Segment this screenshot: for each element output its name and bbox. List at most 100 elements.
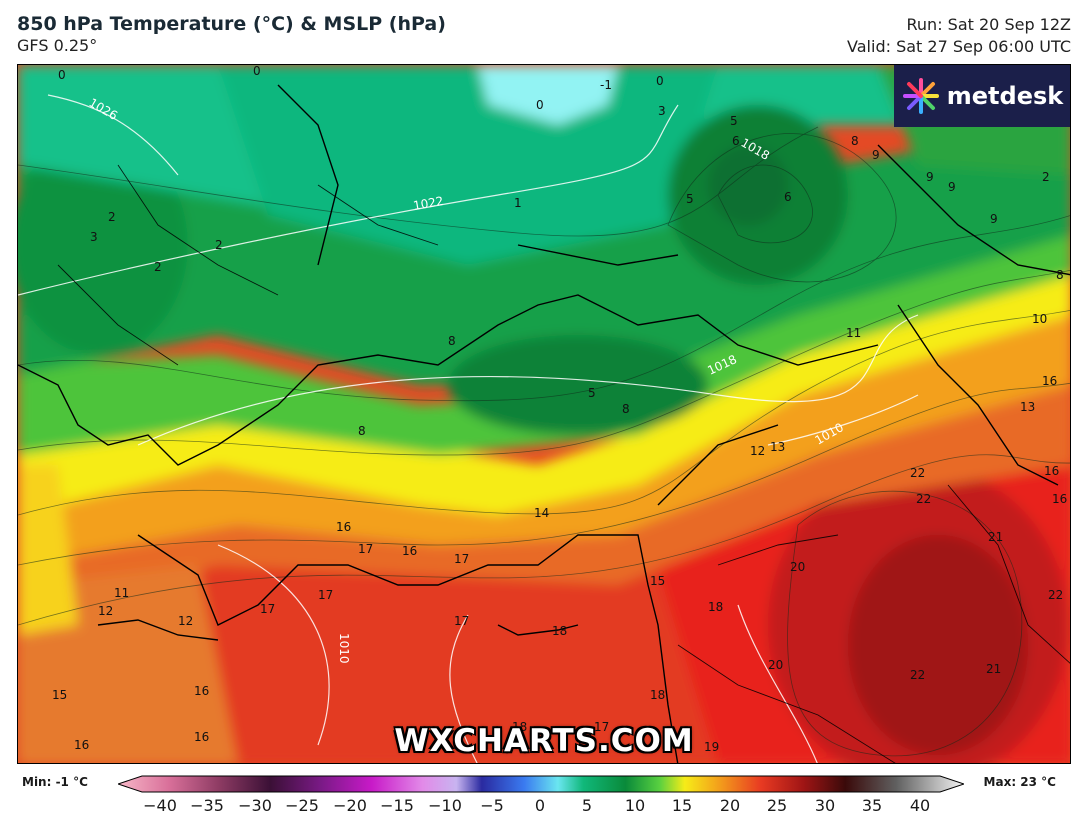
temp-label: 14 (534, 506, 549, 520)
color-legend: Min: -1 °C Max: 23 °C (0, 770, 1088, 833)
legend-tick: 10 (624, 796, 646, 815)
isobar-label: 1010 (337, 633, 351, 664)
temp-label: 9 (948, 180, 956, 194)
temp-label: 16 (1042, 374, 1057, 388)
temp-label: 17 (358, 542, 373, 556)
temperature-field (18, 65, 1070, 763)
temp-label: 12 (98, 604, 113, 618)
temp-label: 3 (90, 230, 98, 244)
temp-label: 2 (215, 238, 223, 252)
temp-label: 3 (658, 104, 666, 118)
chart-header: 850 hPa Temperature (°C) & MSLP (hPa) GF… (17, 12, 446, 56)
temp-label: 9 (926, 170, 934, 184)
legend-tick: 15 (671, 796, 693, 815)
legend-tick: −40 (143, 796, 177, 815)
metdesk-logo-icon (902, 78, 939, 114)
legend-tick: −5 (480, 796, 504, 815)
temp-label: 16 (74, 738, 89, 752)
temp-label: 2 (154, 260, 162, 274)
legend-tick: −10 (428, 796, 462, 815)
temp-label: 22 (1048, 588, 1063, 602)
temp-label: 13 (1020, 400, 1035, 414)
temperature-label-group: 0 0 -1 0 0 3 5 6 6 5 8 9 9 2 9 9 8 2 2 2… (52, 65, 1067, 754)
temp-label: 21 (986, 662, 1001, 676)
temp-label: 5 (686, 192, 694, 206)
model-name: GFS 0.25° (17, 36, 98, 55)
temp-label: 16 (1052, 492, 1067, 506)
color-bar (118, 775, 964, 793)
temp-label: 17 (318, 588, 333, 602)
temp-label: 20 (790, 560, 805, 574)
temp-label: 16 (1044, 464, 1059, 478)
weather-map: 1026 1022 1018 1018 1010 1010 0 0 -1 0 0… (17, 64, 1071, 764)
chart-title: 850 hPa Temperature (°C) & MSLP (hPa) (17, 13, 446, 35)
temp-label: 15 (52, 688, 67, 702)
temp-label: 13 (770, 440, 785, 454)
temp-label: 18 (650, 688, 665, 702)
legend-tick: 5 (581, 796, 593, 815)
temp-label: 8 (851, 134, 859, 148)
temp-label: 5 (588, 386, 596, 400)
temp-label: 18 (512, 720, 527, 734)
temp-label: 9 (990, 212, 998, 226)
temperature-contours (18, 126, 1070, 757)
temp-label: 0 (58, 68, 66, 82)
temp-label: 16 (402, 544, 417, 558)
temp-label: 18 (552, 624, 567, 638)
legend-tick: 30 (814, 796, 836, 815)
isobars (18, 94, 919, 763)
run-time: Run: Sat 20 Sep 12Z (906, 15, 1071, 34)
legend-tick: −15 (380, 796, 414, 815)
temp-label: 6 (784, 190, 792, 204)
temp-label: -1 (600, 78, 612, 92)
temp-label: 22 (910, 668, 925, 682)
legend-tick: −35 (190, 796, 224, 815)
temp-label: 11 (114, 586, 129, 600)
temp-label: 16 (194, 730, 209, 744)
legend-tick: 0 (534, 796, 546, 815)
map-canvas: 1026 1022 1018 1018 1010 1010 0 0 -1 0 0… (18, 65, 1070, 763)
temp-label: 0 (253, 65, 261, 78)
temp-label: 17 (260, 602, 275, 616)
temp-label: 1 (514, 196, 522, 210)
temp-label: 5 (730, 114, 738, 128)
metdesk-logo-text: metdesk (946, 82, 1064, 110)
coastlines (18, 84, 1070, 763)
temp-label: 11 (846, 326, 861, 340)
temp-label: 2 (108, 210, 116, 224)
temp-label: 12 (750, 444, 765, 458)
legend-tick: 40 (909, 796, 931, 815)
temp-label: 20 (768, 658, 783, 672)
temp-label: 17 (454, 552, 469, 566)
legend-tick: −30 (238, 796, 272, 815)
temp-label: 22 (916, 492, 931, 506)
temp-label: 9 (872, 148, 880, 162)
temp-label: 0 (656, 74, 664, 88)
run-info: Run: Sat 20 Sep 12Z Valid: Sat 27 Sep 06… (847, 14, 1071, 58)
legend-tick: 35 (861, 796, 883, 815)
legend-tick: 20 (719, 796, 741, 815)
min-value: Min: -1 °C (22, 775, 88, 789)
temp-label: 8 (448, 334, 456, 348)
temp-label: 12 (178, 614, 193, 628)
temp-label: 19 (704, 740, 719, 754)
temp-label: 22 (910, 466, 925, 480)
temp-label: 16 (336, 520, 351, 534)
temp-label: 18 (708, 600, 723, 614)
temp-label: 8 (622, 402, 630, 416)
watermark: WXCHARTS.COM (394, 723, 694, 759)
isobar-label: 1022 (412, 194, 445, 213)
temp-label: 17 (454, 614, 469, 628)
temp-label: 0 (536, 98, 544, 112)
temp-label: 21 (988, 530, 1003, 544)
max-value: Max: 23 °C (983, 775, 1056, 789)
borders (57, 164, 1070, 763)
metdesk-logo: metdesk (894, 65, 1070, 127)
temp-label: 8 (1056, 268, 1064, 282)
legend-tick: −20 (333, 796, 367, 815)
temp-label: 2 (1042, 170, 1050, 184)
temp-label: 6 (732, 134, 740, 148)
valid-time: Valid: Sat 27 Sep 06:00 UTC (847, 37, 1071, 56)
legend-tick: 25 (766, 796, 788, 815)
temp-label: 8 (358, 424, 366, 438)
